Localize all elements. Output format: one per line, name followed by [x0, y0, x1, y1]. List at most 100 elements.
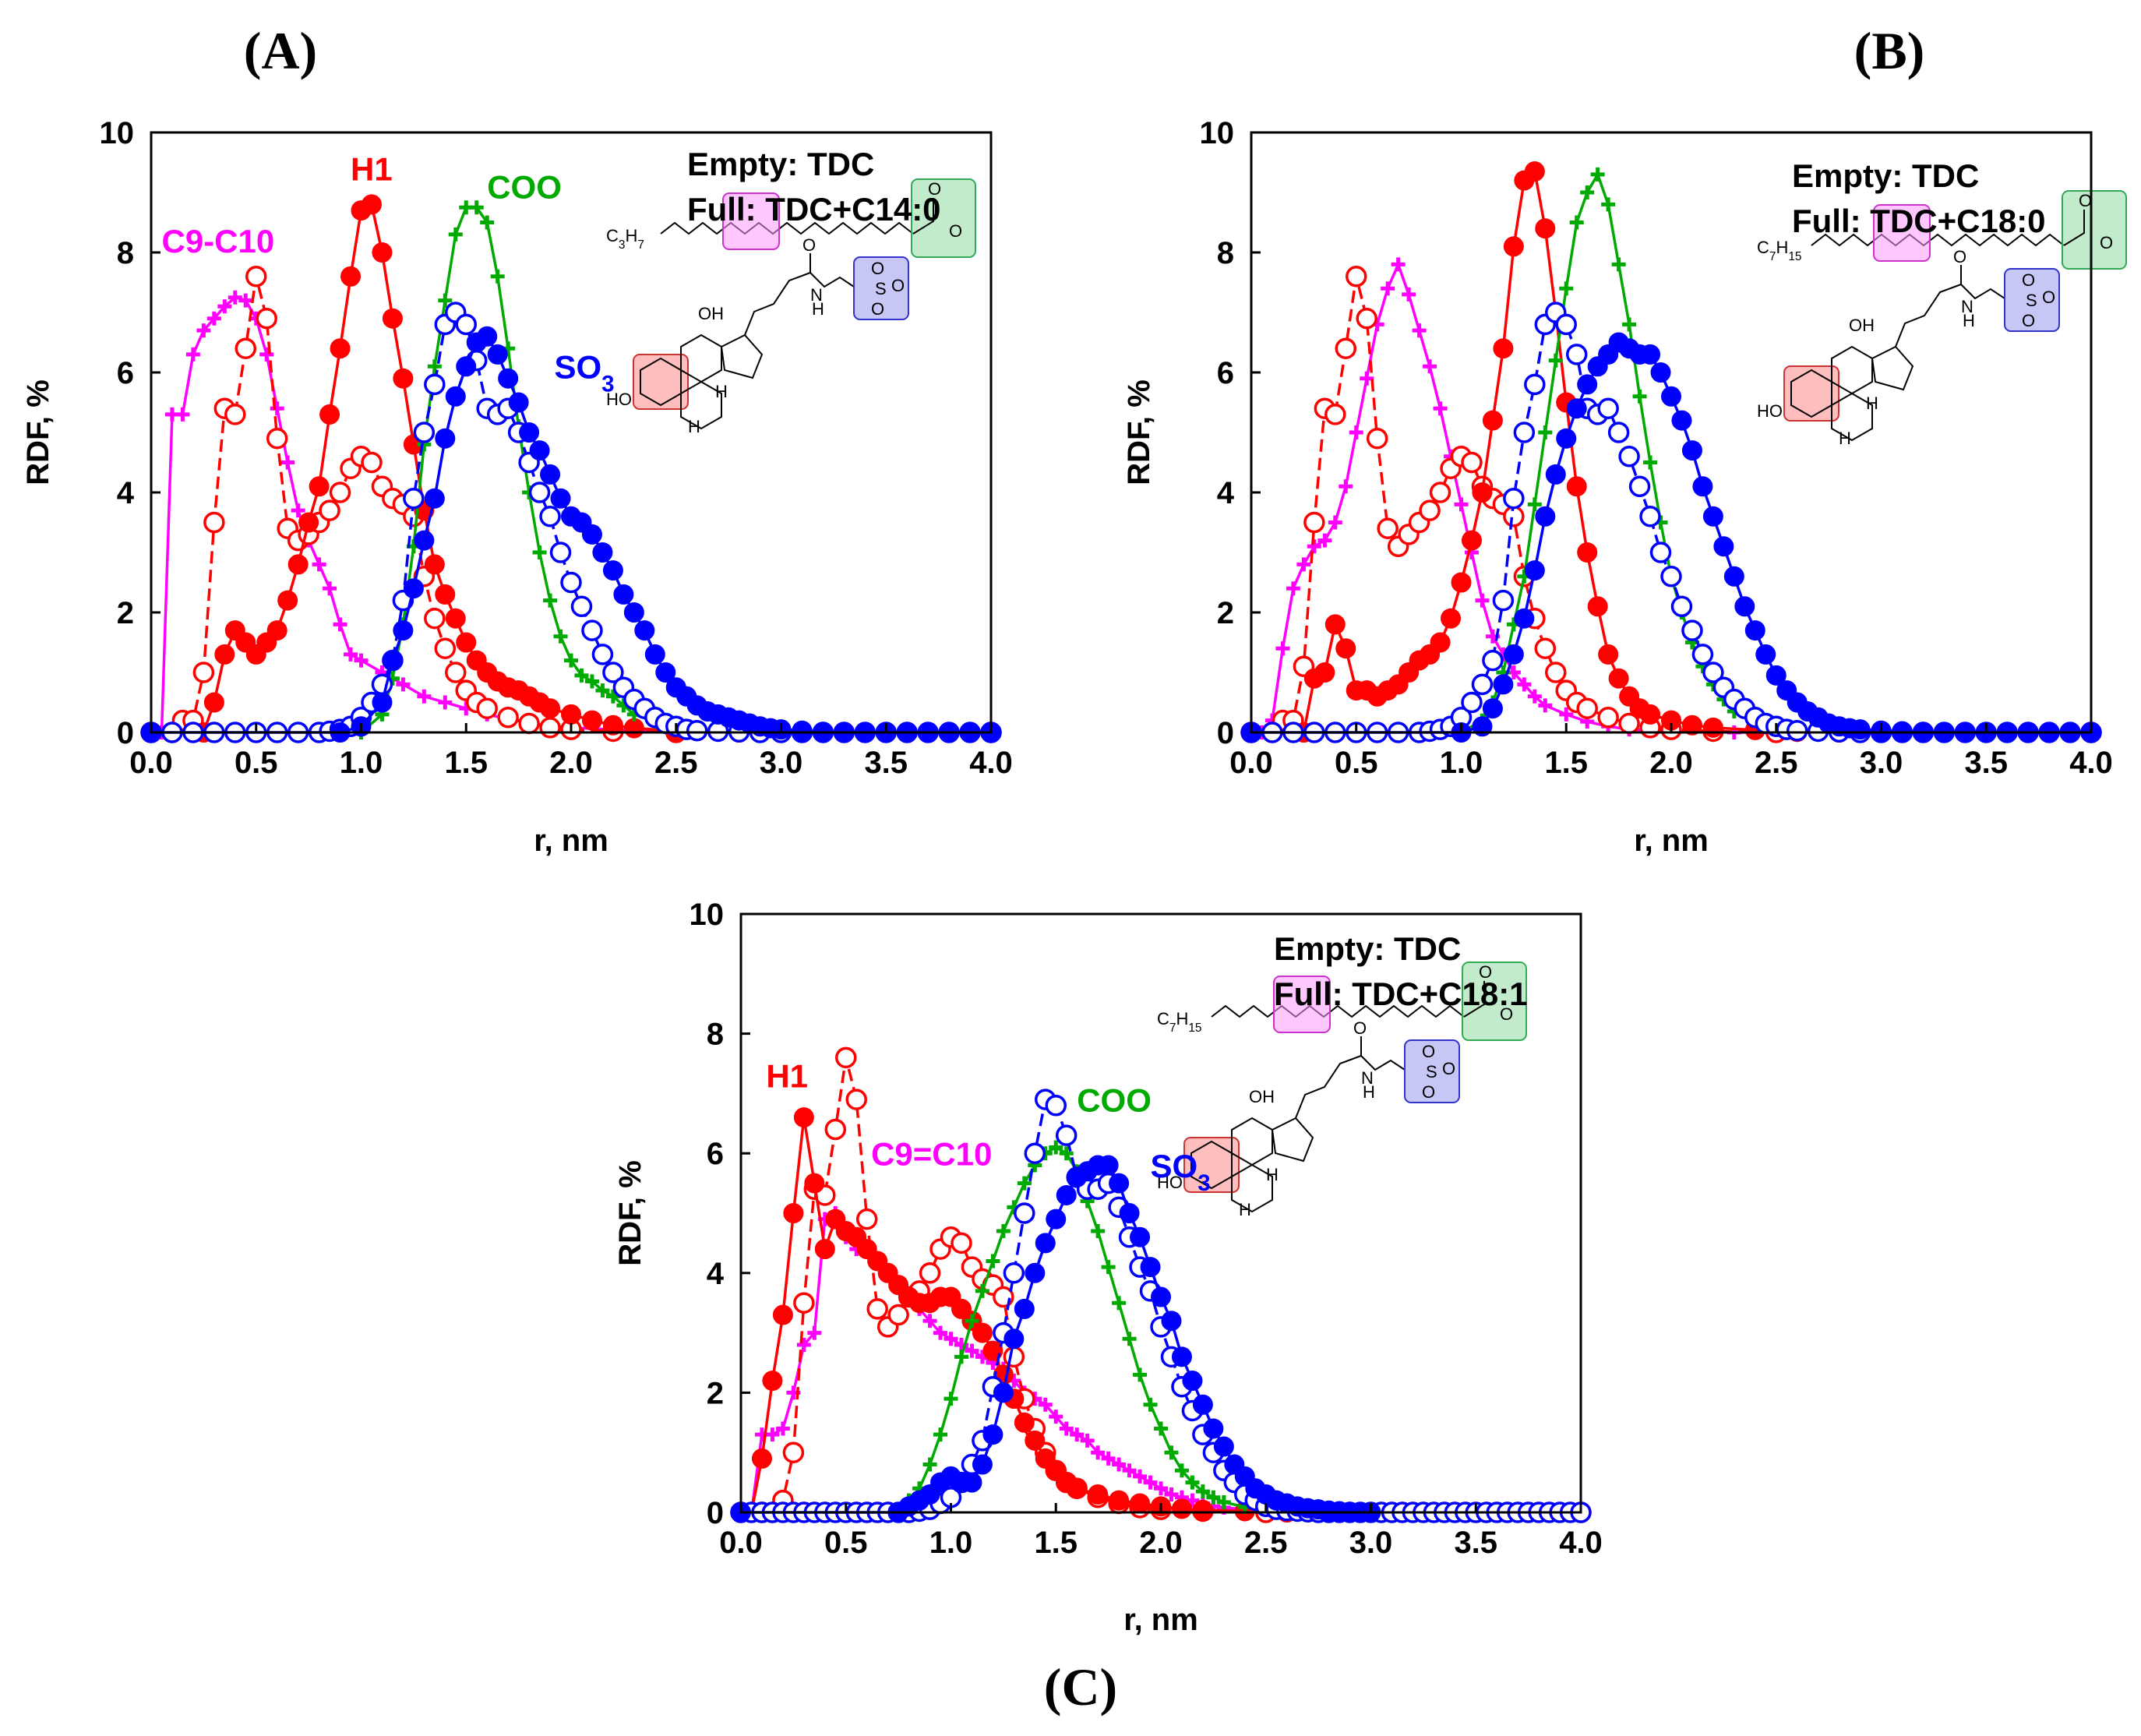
filled-circle-marker [330, 338, 351, 359]
filled-circle-marker [445, 608, 466, 629]
x-tick-label: 3.0 [1349, 1526, 1393, 1560]
open-circle-marker [1356, 307, 1377, 330]
y-tick-label: 8 [1217, 236, 1234, 270]
open-circle-marker [266, 427, 288, 450]
filled-circle-marker [1514, 608, 1535, 629]
series-c9-c10-empty [140, 266, 1002, 743]
open-circle-marker [192, 662, 215, 683]
open-circle-marker [528, 482, 551, 503]
ring-d [720, 333, 764, 379]
series-coo [1244, 167, 2098, 739]
filled-circle-marker [1335, 638, 1356, 659]
x-tick-label: 0.5 [235, 746, 278, 780]
x-tick-label: 2.5 [1755, 746, 1798, 780]
legend-line: Full: TDC+C18:1 [1274, 976, 1528, 1012]
fatty-chain [1811, 233, 2065, 247]
sulfonate-oxygen-1: O [1422, 1042, 1435, 1061]
plus-marker [532, 545, 547, 559]
open-circle-marker [560, 571, 582, 594]
y-tick-label: 8 [117, 236, 134, 270]
y-tick-label: 10 [100, 116, 135, 150]
plus-marker [1080, 1433, 1095, 1448]
series-label: C9=C10 [871, 1136, 992, 1173]
filled-circle-marker [456, 632, 477, 653]
filled-circle-marker [982, 1340, 1003, 1361]
filled-circle-marker [1598, 644, 1619, 665]
filled-circle-marker [783, 1203, 804, 1223]
open-circle-marker [424, 373, 446, 396]
carboxyl-oxygen-1: O [2079, 191, 2092, 210]
open-circle-marker [1555, 313, 1577, 336]
open-circle-marker [919, 1262, 941, 1284]
series-line [1251, 260, 2091, 734]
filled-circle-marker [1035, 1233, 1056, 1254]
y-tick-label: 0 [117, 716, 134, 750]
open-circle-marker [1055, 1124, 1078, 1146]
carboxyl-oxygen-1: O [1479, 962, 1492, 982]
plus-marker [1349, 425, 1363, 439]
plus-marker [1527, 689, 1542, 704]
y-tick-label: 8 [707, 1018, 724, 1052]
open-circle-marker [686, 719, 708, 742]
filled-circle-marker [1171, 1498, 1192, 1519]
y-tick-label: 4 [117, 476, 135, 510]
filled-circle-marker [993, 1382, 1014, 1403]
filled-circle-marker [1314, 662, 1335, 683]
plus-marker [270, 401, 284, 416]
sulfonate-oxygen-2: O [1442, 1059, 1455, 1078]
filled-circle-marker [972, 1322, 993, 1343]
filled-circle-marker [487, 344, 508, 365]
open-circle-marker [845, 1089, 867, 1110]
open-circle-marker [1471, 673, 1494, 696]
plus-marker [1559, 281, 1574, 296]
coo-highlight-box [2062, 190, 2127, 270]
plus-marker [1538, 425, 1553, 439]
ring-hydrogen-2: H [1839, 429, 1851, 448]
open-circle-marker [1639, 506, 1661, 528]
filled-circle-marker [1640, 344, 1661, 365]
plus-marker [996, 1224, 1011, 1239]
filled-circle-marker [372, 692, 393, 713]
series-label: C9-C10 [161, 223, 274, 259]
plus-marker [1206, 1490, 1221, 1505]
open-circle-marker [1670, 595, 1693, 618]
y-tick-label: 6 [1217, 356, 1234, 390]
y-axis-title: RDF, % [1122, 379, 1156, 485]
filled-circle-marker [309, 476, 330, 497]
filled-circle-marker [982, 1424, 1003, 1445]
filled-circle-marker [1524, 560, 1545, 581]
filled-circle-marker [1535, 506, 1556, 527]
y-tick-label: 0 [707, 1496, 724, 1530]
filled-circle-marker [1493, 674, 1514, 695]
sulfonate-oxygen-2: O [891, 276, 905, 295]
plus-marker [1185, 1475, 1200, 1490]
x-tick-label: 3.0 [760, 746, 803, 780]
filled-circle-marker [1056, 1184, 1077, 1205]
plus-marker [1091, 1224, 1106, 1239]
y-tick-label: 10 [1200, 116, 1235, 150]
filled-circle-marker [793, 1107, 814, 1128]
filled-circle-marker [1482, 698, 1503, 719]
amide-oxygen: O [1353, 1018, 1367, 1038]
panel-label: (B) [1854, 21, 1925, 80]
x-tick-label: 1.5 [444, 746, 488, 780]
y-tick-label: 4 [1217, 476, 1235, 510]
series-group [730, 1046, 1592, 1523]
filled-circle-marker [1723, 566, 1744, 587]
coo-highlight-box [1462, 962, 1527, 1041]
hydroxyl-3: HO [1157, 1173, 1183, 1192]
open-circle-marker [539, 506, 561, 528]
filled-circle-marker [1441, 608, 1462, 629]
chain-formula-label: C3H7 [606, 226, 644, 252]
filled-circle-marker [1744, 620, 1765, 641]
filled-circle-marker [1692, 476, 1713, 497]
open-circle-marker [1014, 1202, 1035, 1224]
filled-circle-marker [1014, 1412, 1035, 1433]
ring-c [1231, 1163, 1273, 1213]
filled-circle-marker [1608, 668, 1629, 689]
filled-circle-marker [1140, 1257, 1161, 1278]
plus-marker [933, 1325, 948, 1340]
series-group [1240, 161, 2102, 743]
plus-marker [1164, 1487, 1179, 1501]
